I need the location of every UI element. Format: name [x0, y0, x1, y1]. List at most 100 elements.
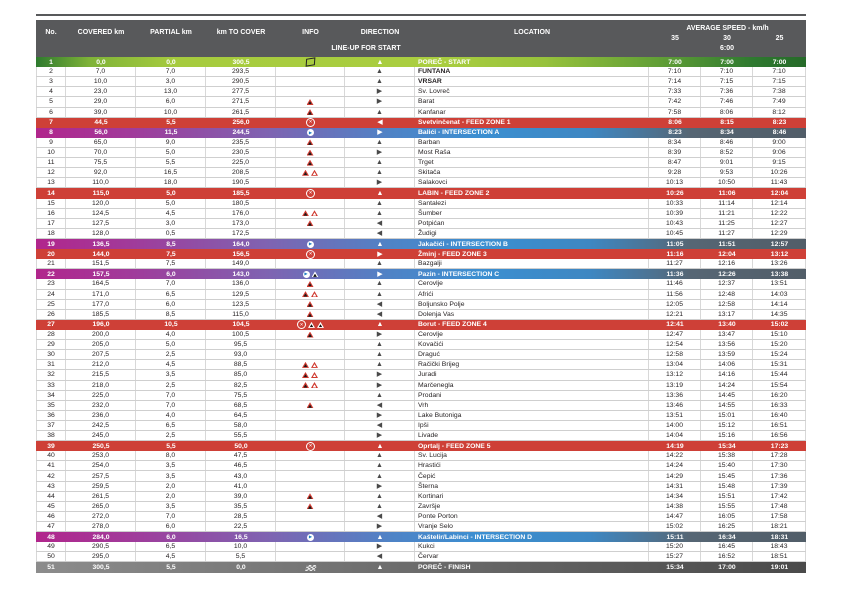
cell-time-35: 12:54	[649, 340, 701, 350]
cell-partial: 4,5	[136, 208, 206, 218]
cell-direction: ▲	[345, 289, 415, 299]
cell-no: 5	[36, 97, 66, 107]
cell-to-cover: 156,5	[232, 250, 250, 258]
cell-to-cover: 164,0	[232, 240, 250, 248]
cell-time-30: 7:10	[701, 67, 753, 77]
cell-partial: 6,0	[136, 97, 206, 107]
cell-covered: 110,0	[66, 178, 136, 188]
cell-no: 23	[36, 279, 66, 289]
cell-to-cover: 46,5	[206, 461, 276, 471]
cell-time-25: 16:33	[753, 400, 806, 410]
cell-time-35: 10:45	[649, 228, 701, 238]
cell-partial: 11,5	[164, 129, 178, 137]
cell-partial: 10,0	[136, 107, 206, 117]
turn-circle-icon: ▶	[307, 240, 314, 248]
cell-time-30: 12:37	[701, 279, 753, 289]
cell-partial: 10,5	[164, 321, 178, 329]
cell-info	[276, 279, 345, 289]
cell-to-cover: 47,5	[206, 451, 276, 461]
col-header-direction: DIRECTION	[360, 28, 400, 36]
cell-to-cover: 149,0	[206, 259, 276, 269]
warn-icon	[306, 109, 314, 116]
cell-info	[276, 87, 345, 97]
cell-location: Borut - FEED ZONE 4	[418, 321, 487, 329]
cell-direction: ▲	[345, 471, 415, 481]
warn-icon	[306, 301, 314, 308]
cell-covered: 250,5	[92, 442, 110, 450]
no-entry-icon: ✕	[306, 441, 315, 451]
cell-time-25: 9:06	[753, 147, 806, 158]
cell-partial: 13,0	[136, 87, 206, 97]
cell-direction: ▶	[345, 249, 415, 259]
direction-straight-icon: ▲	[376, 502, 383, 510]
cell-info: ▶	[276, 239, 345, 249]
cell-no: 39	[47, 442, 55, 450]
warn-inv-icon	[308, 321, 315, 328]
table-header: No. COVERED km PARTIAL km km TO COVER IN…	[36, 20, 806, 57]
cell-time-35: 10:26	[666, 189, 684, 197]
cell-direction: ▲	[345, 451, 415, 461]
cell-info	[276, 158, 345, 168]
cell-time-35: 7:33	[649, 87, 701, 97]
cell-info	[276, 228, 345, 238]
cell-covered: 75,5	[66, 158, 136, 168]
table-row: 33 218,0 2,5 82,5 ▶ Marčenegla 13:19 14:24 15:54	[36, 380, 806, 391]
direction-straight-icon: ▲	[376, 452, 383, 460]
direction-straight-icon: ▲	[376, 290, 383, 298]
direction-left-icon: ◀	[376, 300, 383, 308]
cell-to-cover: 41,0	[206, 481, 276, 491]
cell-no: 40	[36, 451, 66, 461]
warn-icon	[306, 280, 314, 287]
cell-direction: ▲	[345, 491, 415, 501]
table-row: 49 290,5 6,5 10,0 ▶ Kukci 15:20 16:45 18:43	[36, 542, 806, 553]
cell-no: 25	[36, 299, 66, 309]
warn-open-icon	[311, 210, 318, 217]
cell-time-35: 8:47	[649, 158, 701, 168]
cell-info	[276, 491, 345, 501]
no-entry-icon: ✕	[306, 249, 315, 259]
cell-info	[276, 360, 345, 370]
cell-time-25: 12:22	[753, 208, 806, 218]
cell-info	[276, 350, 345, 360]
cell-time-25: 12:57	[770, 240, 789, 248]
cell-time-35: 13:19	[649, 380, 701, 390]
cell-no: 41	[36, 461, 66, 471]
cell-time-25: 15:54	[753, 380, 806, 390]
cell-partial: 3,0	[136, 77, 206, 87]
cell-to-cover: 55,5	[206, 431, 276, 441]
cell-location: Vranje Selo	[415, 522, 649, 532]
table-row: 51 300,5 5,5 0,0 ▲ POREČ - FINISH 15:34 17:00 19…	[36, 562, 806, 573]
cell-covered: 218,0	[66, 380, 136, 390]
cell-direction: ▲	[345, 188, 415, 198]
cell-location: Šumber	[415, 208, 649, 218]
table-row: 40 253,0 8,0 47,5 ▲ Sv. Lucija 14:22 15:38 17:28	[36, 451, 806, 462]
warn-icon	[302, 291, 309, 298]
warn-icon	[302, 169, 309, 176]
cell-covered: 128,0	[66, 228, 136, 238]
cell-no: 37	[36, 420, 66, 431]
cell-covered: 23,0	[66, 87, 136, 97]
cell-to-cover: 172,5	[206, 228, 276, 238]
cell-covered: 212,0	[66, 360, 136, 370]
cell-partial: 9,0	[136, 137, 206, 147]
cell-location: Svetvinčenat - FEED ZONE 1	[418, 119, 511, 127]
cell-no: 2	[36, 67, 66, 77]
cell-time-35: 10:13	[649, 178, 701, 188]
cell-location: Šterna	[415, 481, 649, 491]
cell-time-25: 15:02	[770, 321, 789, 329]
direction-left-icon: ◀	[376, 553, 383, 561]
cell-time-25: 18:31	[770, 533, 789, 541]
cell-time-35: 7:00	[668, 58, 682, 66]
cell-location: Marčenegla	[415, 380, 649, 390]
cell-to-cover: 256,0	[232, 119, 250, 127]
cell-time-30: 12:16	[701, 259, 753, 269]
cell-to-cover: 95,5	[206, 340, 276, 350]
direction-right-icon: ▶	[376, 543, 383, 551]
warn-open-icon	[311, 291, 318, 298]
table-row: 47 278,0 6,0 22,5 ▶ Vranje Selo 15:02 16:25 18:2…	[36, 522, 806, 533]
cell-time-30: 15:34	[718, 442, 736, 450]
direction-straight-icon: ▲	[376, 260, 383, 268]
cell-partial: 2,5	[136, 350, 206, 360]
cell-time-35: 8:06	[668, 119, 682, 127]
cell-time-25: 17:58	[753, 511, 806, 522]
